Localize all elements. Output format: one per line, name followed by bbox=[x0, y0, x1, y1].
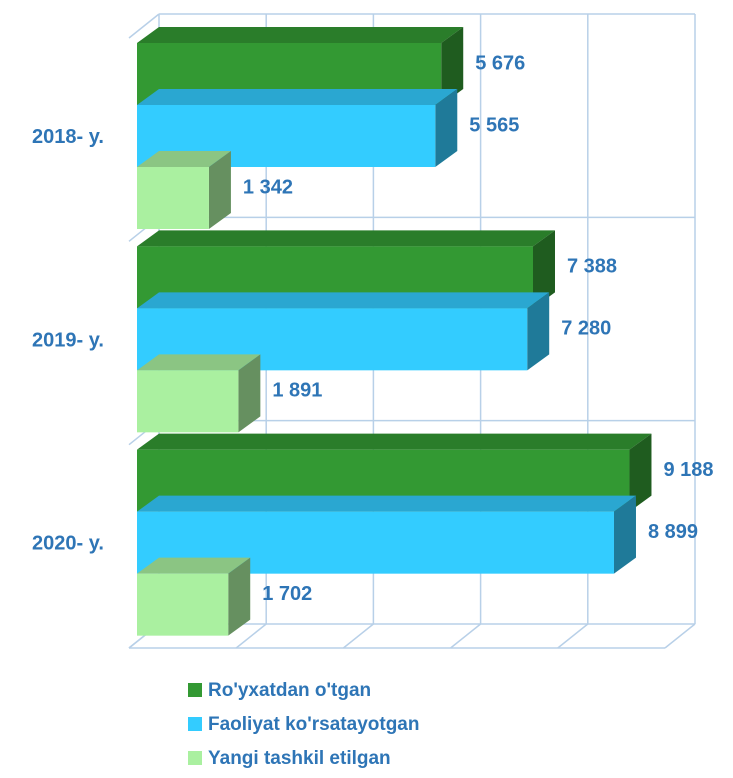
bar-side bbox=[441, 27, 464, 105]
bar-side bbox=[527, 292, 550, 371]
bar-side bbox=[613, 495, 636, 574]
bar-top bbox=[137, 89, 458, 105]
bar-top bbox=[137, 151, 231, 167]
floor-grid-line bbox=[557, 623, 589, 649]
value-label: 8 899 bbox=[648, 521, 698, 543]
bar bbox=[137, 573, 229, 636]
bar bbox=[137, 167, 209, 229]
legend-label: Faoliyat ko'rsatayotgan bbox=[208, 714, 419, 735]
value-label: 5 565 bbox=[469, 114, 519, 136]
category-label: 2019- y. bbox=[32, 329, 104, 351]
value-label: 7 388 bbox=[567, 256, 617, 278]
category-label: 2020- y. bbox=[32, 533, 104, 555]
bar bbox=[137, 370, 239, 433]
bar-side bbox=[435, 89, 458, 167]
bar-top bbox=[137, 495, 636, 512]
bar-top bbox=[137, 27, 464, 43]
bar-side bbox=[228, 557, 251, 636]
legend-label: Ro'yxatdan o'tgan bbox=[208, 680, 371, 701]
value-label: 7 280 bbox=[561, 318, 611, 340]
legend-swatch bbox=[188, 717, 202, 731]
bar-side bbox=[208, 151, 231, 229]
bar-top bbox=[137, 230, 555, 247]
value-label: 1 702 bbox=[262, 583, 312, 605]
bar-side bbox=[532, 230, 555, 309]
legend-label: Yangi tashkil etilgan bbox=[208, 748, 391, 769]
value-label: 1 891 bbox=[272, 380, 322, 402]
bar-top bbox=[137, 557, 251, 574]
floor-grid-line bbox=[235, 623, 267, 649]
floor-grid-line bbox=[450, 623, 482, 649]
bar-top bbox=[137, 433, 652, 450]
legend-swatch bbox=[188, 683, 202, 697]
floor-grid-line bbox=[664, 623, 696, 649]
value-label: 5 676 bbox=[475, 52, 525, 74]
floor-grid-line bbox=[342, 623, 374, 649]
value-label: 1 342 bbox=[243, 176, 293, 198]
bar-top bbox=[137, 292, 550, 309]
bar-top bbox=[137, 354, 261, 371]
legend-swatch bbox=[188, 751, 202, 765]
side-line bbox=[128, 13, 160, 39]
bar-side bbox=[629, 433, 652, 512]
bar-side bbox=[238, 354, 261, 433]
value-label: 9 188 bbox=[663, 459, 713, 481]
category-label: 2018- y. bbox=[32, 126, 104, 148]
